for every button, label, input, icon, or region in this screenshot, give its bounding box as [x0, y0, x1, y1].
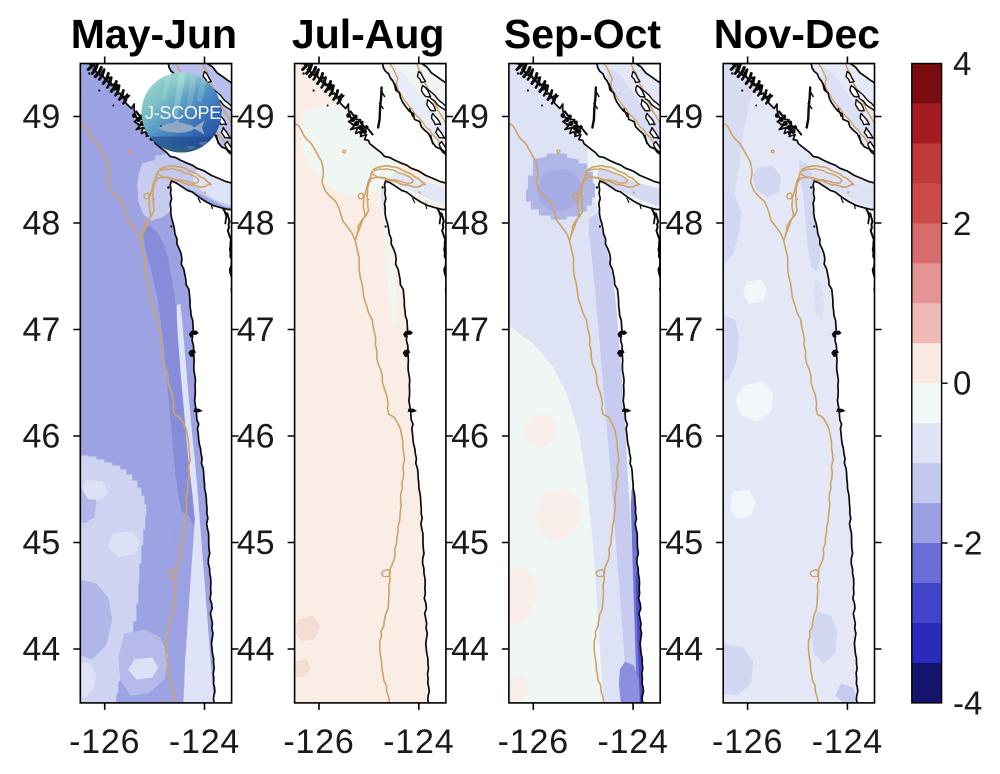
svg-text:0: 0 [953, 365, 971, 402]
svg-text:49: 49 [451, 98, 489, 136]
svg-text:-124: -124 [812, 723, 883, 761]
svg-text:-124: -124 [169, 723, 240, 761]
svg-text:-124: -124 [383, 723, 454, 761]
svg-text:46: 46 [665, 418, 703, 456]
svg-text:Jul-Aug: Jul-Aug [292, 11, 445, 57]
svg-text:-126: -126 [69, 723, 140, 761]
svg-text:44: 44 [237, 631, 275, 669]
svg-text:-126: -126 [283, 723, 354, 761]
svg-text:44: 44 [665, 631, 703, 669]
svg-text:48: 48 [451, 205, 489, 243]
svg-text:47: 47 [22, 311, 60, 349]
svg-text:45: 45 [237, 524, 275, 562]
svg-text:46: 46 [451, 418, 489, 456]
svg-text:Sep-Oct: Sep-Oct [504, 11, 662, 57]
svg-text:49: 49 [22, 98, 60, 136]
svg-text:2: 2 [953, 205, 971, 242]
svg-text:-124: -124 [597, 723, 668, 761]
svg-text:-2: -2 [953, 525, 982, 562]
svg-text:J-SCOPE: J-SCOPE [145, 103, 221, 123]
svg-text:45: 45 [22, 524, 60, 562]
svg-text:-4: -4 [953, 684, 982, 721]
svg-text:49: 49 [665, 98, 703, 136]
svg-text:45: 45 [665, 524, 703, 562]
svg-text:47: 47 [451, 311, 489, 349]
svg-text:-126: -126 [498, 723, 569, 761]
svg-text:47: 47 [237, 311, 275, 349]
svg-text:48: 48 [665, 205, 703, 243]
svg-text:-126: -126 [712, 723, 783, 761]
svg-text:46: 46 [22, 418, 60, 456]
svg-text:44: 44 [451, 631, 489, 669]
svg-text:48: 48 [22, 205, 60, 243]
svg-text:4: 4 [953, 45, 971, 82]
svg-text:46: 46 [237, 418, 275, 456]
svg-text:49: 49 [237, 98, 275, 136]
svg-text:Nov-Dec: Nov-Dec [714, 11, 880, 57]
svg-text:44: 44 [22, 631, 60, 669]
svg-text:48: 48 [237, 205, 275, 243]
svg-text:47: 47 [665, 311, 703, 349]
svg-text:45: 45 [451, 524, 489, 562]
svg-text:May-Jun: May-Jun [71, 11, 237, 57]
